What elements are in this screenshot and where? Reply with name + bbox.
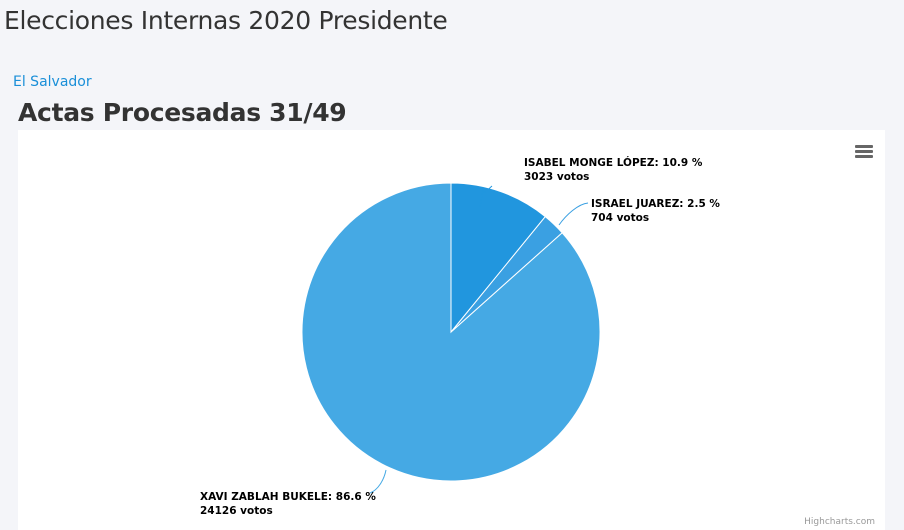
hamburger-menu-icon[interactable] bbox=[855, 145, 873, 159]
pie-slice-0[interactable] bbox=[450, 182, 546, 334]
pie-chart: ISABEL MONGE LÓPEZ: 10.9 % 3023 votos IS… bbox=[18, 130, 885, 530]
data-label-xavi: XAVI ZABLAH BUKELE: 86.6 % 24126 votos bbox=[200, 490, 376, 518]
connector-xavi bbox=[369, 469, 387, 494]
chart-heading: Actas Procesadas 31/49 bbox=[18, 98, 347, 127]
connector-isabel bbox=[479, 185, 493, 208]
highcharts-credits[interactable]: Highcharts.com bbox=[804, 517, 875, 527]
votes-text: 24126 votos bbox=[200, 505, 273, 517]
data-label-isabel: ISABEL MONGE LÓPEZ: 10.9 % 3023 votos bbox=[524, 156, 702, 184]
label-text: ISRAEL JUAREZ: 2.5 % bbox=[591, 198, 720, 210]
label-text: ISABEL MONGE LÓPEZ: 10.9 % bbox=[524, 157, 703, 169]
data-label-israel: ISRAEL JUAREZ: 2.5 % 704 votos bbox=[591, 197, 720, 225]
label-text: XAVI ZABLAH BUKELE: 86.6 % bbox=[200, 491, 376, 503]
votes-text: 704 votos bbox=[591, 212, 650, 224]
votes-text: 3023 votos bbox=[524, 171, 590, 183]
breadcrumb-link[interactable]: El Salvador bbox=[13, 74, 92, 90]
connector-israel bbox=[558, 202, 589, 226]
page-title: Elecciones Internas 2020 Presidente bbox=[4, 6, 448, 35]
pie-svg bbox=[301, 182, 601, 494]
